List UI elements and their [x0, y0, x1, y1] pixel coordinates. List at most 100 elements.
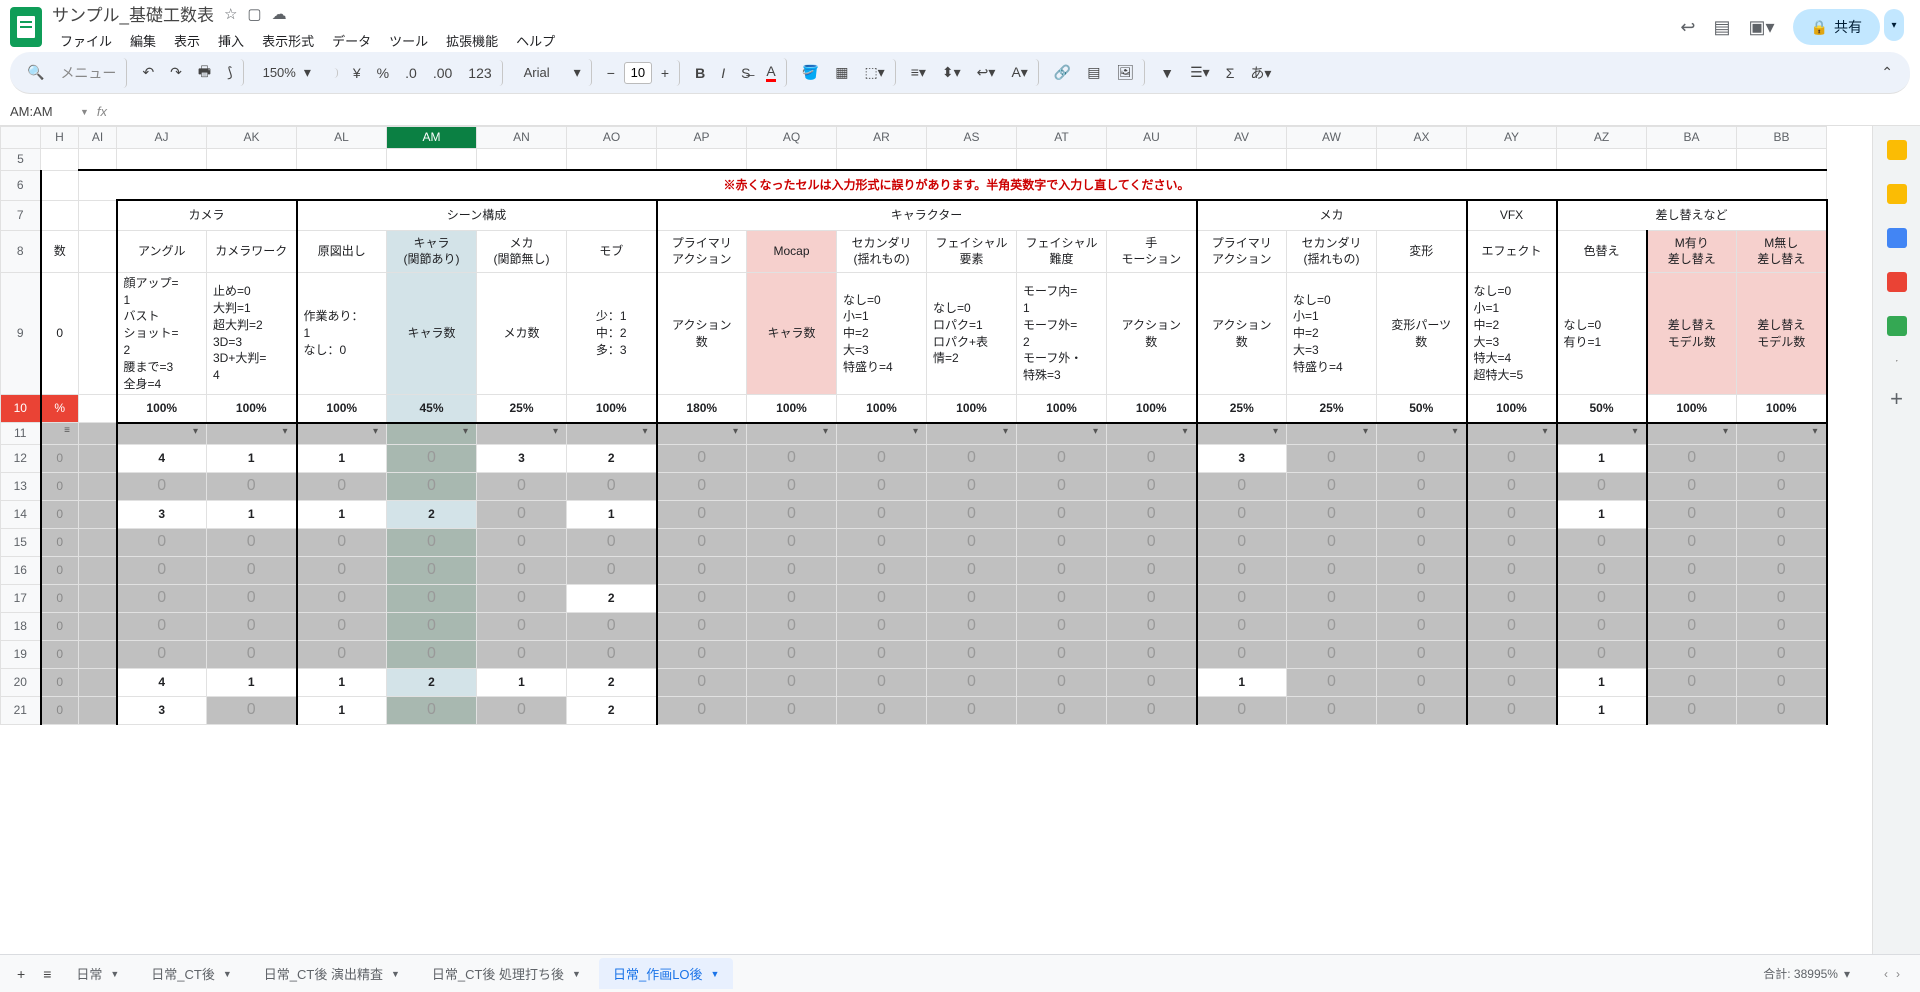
valign-icon[interactable]: ⬍▾ [935, 59, 968, 86]
cell-BA[interactable] [1647, 149, 1737, 171]
sheet-tab[interactable]: 日常▼ [62, 958, 133, 989]
filter-BB[interactable]: ▾ [1737, 423, 1827, 445]
cell-AL[interactable]: 1 [297, 697, 387, 725]
cell-BB[interactable]: 0 [1737, 585, 1827, 613]
cell-AJ[interactable] [117, 149, 207, 171]
cell-AR[interactable]: 0 [837, 501, 927, 529]
cell-AV[interactable]: 0 [1197, 501, 1287, 529]
cell-AX[interactable]: 0 [1377, 669, 1467, 697]
cell-AV[interactable]: 0 [1197, 473, 1287, 501]
menu-ファイル[interactable]: ファイル [52, 28, 120, 53]
cell-AT[interactable]: 0 [1017, 585, 1107, 613]
cell-AM[interactable]: 0 [387, 613, 477, 641]
add-sheet-icon[interactable]: + [10, 961, 32, 987]
sheet-tab[interactable]: 日常_CT後 処理打ち後▼ [418, 958, 595, 989]
cell-AP[interactable]: プライマリ アクション [657, 230, 747, 272]
cell-BB[interactable]: 0 [1737, 445, 1827, 473]
cell-AT[interactable]: 0 [1017, 501, 1107, 529]
cell-AL[interactable]: 0 [297, 641, 387, 669]
cell-AR[interactable]: 0 [837, 697, 927, 725]
cell-AM[interactable]: 0 [387, 473, 477, 501]
cell-AO[interactable]: 1 [567, 501, 657, 529]
row-header-6[interactable]: 6 [1, 170, 41, 200]
row-header-11[interactable]: 11 [1, 423, 41, 445]
cell-AP[interactable]: 0 [657, 473, 747, 501]
cell-AM[interactable]: 0 [387, 641, 477, 669]
cell-AN[interactable]: 3 [477, 445, 567, 473]
cell-AZ[interactable]: 0 [1557, 529, 1647, 557]
cell-AU[interactable]: 0 [1107, 585, 1197, 613]
col-header-AP[interactable]: AP [657, 127, 747, 149]
cell-AO[interactable]: 2 [567, 445, 657, 473]
scroll-left[interactable]: ‹ [1884, 967, 1888, 981]
meet-icon[interactable]: ▣▾ [1749, 17, 1775, 38]
cell-AP[interactable]: 0 [657, 445, 747, 473]
cell-AI[interactable] [79, 423, 117, 445]
row-header-9[interactable]: 9 [1, 272, 41, 395]
cell-AJ[interactable]: 0 [117, 613, 207, 641]
cell-AN[interactable]: 0 [477, 585, 567, 613]
cell-BB[interactable]: M無し 差し替え [1737, 230, 1827, 272]
cell-AS[interactable]: 0 [927, 613, 1017, 641]
cell-AX[interactable]: 0 [1377, 697, 1467, 725]
cell-AN[interactable]: 25% [477, 395, 567, 423]
cell-AY[interactable]: 0 [1467, 501, 1557, 529]
cell-AY[interactable]: 0 [1467, 641, 1557, 669]
menu-ヘルプ[interactable]: ヘルプ [508, 28, 563, 53]
filter-AX[interactable]: ▾ [1377, 423, 1467, 445]
col-header-AT[interactable]: AT [1017, 127, 1107, 149]
sheet-tab[interactable]: 日常_作画LO後▼ [599, 958, 734, 989]
cell-AS[interactable]: 0 [927, 529, 1017, 557]
cell-AX[interactable]: 0 [1377, 641, 1467, 669]
cell-BA[interactable]: 0 [1647, 557, 1737, 585]
fontsize-decrease[interactable]: − [600, 60, 622, 86]
cell-BB[interactable]: 0 [1737, 613, 1827, 641]
cell-AZ[interactable]: 1 [1557, 445, 1647, 473]
cell-AV[interactable]: 3 [1197, 445, 1287, 473]
cell-AZ[interactable]: なし=0 有り=1 [1557, 272, 1647, 395]
col-header-BB[interactable]: BB [1737, 127, 1827, 149]
status-bar[interactable]: 合計: 38995%▾ [1763, 965, 1870, 982]
cell-AY[interactable]: 0 [1467, 557, 1557, 585]
row-header-20[interactable]: 20 [1, 669, 41, 697]
cell-AR[interactable] [837, 149, 927, 171]
move-icon[interactable]: ▢ [247, 5, 261, 23]
cell-AO[interactable]: 0 [567, 473, 657, 501]
col-header-AS[interactable]: AS [927, 127, 1017, 149]
merge-icon[interactable]: ⬚▾ [857, 59, 895, 86]
cell-AM[interactable]: キャラ数 [387, 272, 477, 395]
cell-AQ[interactable]: 0 [747, 641, 837, 669]
cell-AI[interactable] [79, 272, 117, 395]
cell-AV[interactable]: 0 [1197, 529, 1287, 557]
fill-color-icon[interactable]: 🪣 [795, 59, 826, 86]
scroll-right[interactable]: › [1896, 967, 1900, 981]
filter-AZ[interactable]: ▾ [1557, 423, 1647, 445]
cell-AQ[interactable]: 0 [747, 557, 837, 585]
cell-AK[interactable]: 0 [207, 473, 297, 501]
cell-AW[interactable]: 0 [1287, 501, 1377, 529]
cell-AS[interactable]: 0 [927, 557, 1017, 585]
cell-AQ[interactable]: キャラ数 [747, 272, 837, 395]
col-header-AQ[interactable]: AQ [747, 127, 837, 149]
cell-AI[interactable] [79, 669, 117, 697]
cell-AT[interactable]: 0 [1017, 445, 1107, 473]
cell-AU[interactable]: 0 [1107, 501, 1197, 529]
cell-AO[interactable]: 0 [567, 613, 657, 641]
cell-AL[interactable]: 0 [297, 613, 387, 641]
cell-AJ[interactable]: 3 [117, 697, 207, 725]
cell-AM[interactable]: 0 [387, 529, 477, 557]
col-header-AO[interactable]: AO [567, 127, 657, 149]
cell-AR[interactable]: 100% [837, 395, 927, 423]
cell-AI[interactable] [79, 529, 117, 557]
cell-H[interactable]: 数 [41, 230, 79, 272]
cell-AQ[interactable]: 0 [747, 473, 837, 501]
cell-AW[interactable] [1287, 149, 1377, 171]
cell-AR[interactable]: 0 [837, 669, 927, 697]
cell-AN[interactable]: 0 [477, 613, 567, 641]
cell-AL[interactable]: 1 [297, 501, 387, 529]
cell-AV[interactable]: 0 [1197, 613, 1287, 641]
cell-AS[interactable]: 0 [927, 697, 1017, 725]
cell-AQ[interactable]: 100% [747, 395, 837, 423]
cell-AW[interactable]: 0 [1287, 585, 1377, 613]
cell-AZ[interactable]: 色替え [1557, 230, 1647, 272]
